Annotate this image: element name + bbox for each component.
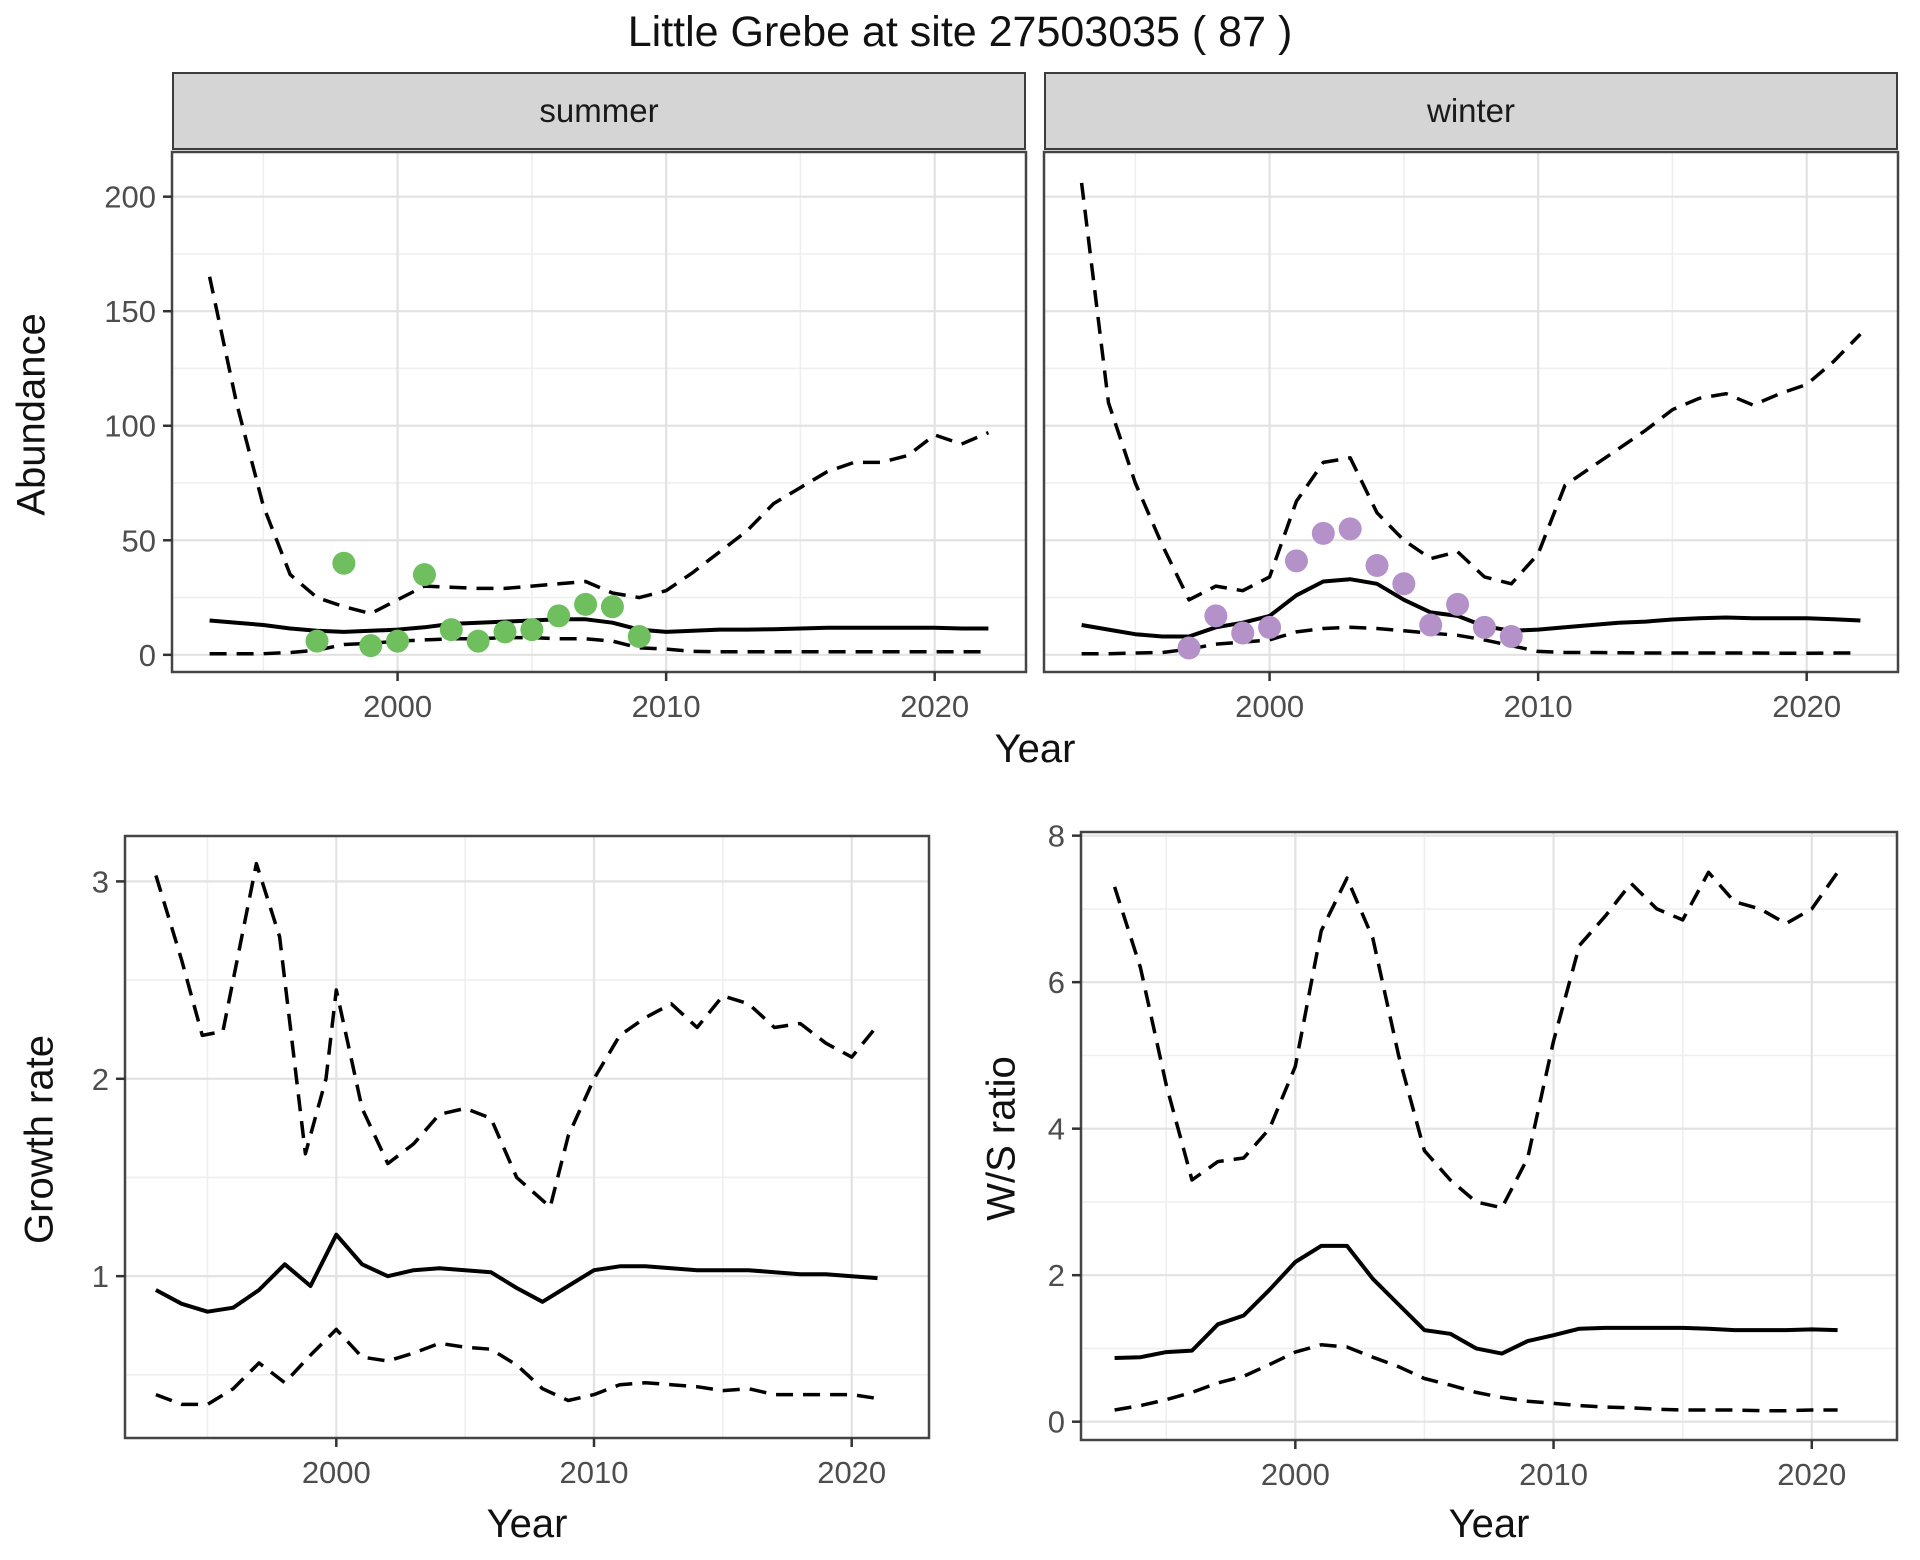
- svg-text:2: 2: [92, 1062, 109, 1097]
- growth-year-axis-label: Year: [486, 1502, 568, 1546]
- svg-text:8: 8: [1048, 819, 1065, 854]
- svg-text:2020: 2020: [1777, 1457, 1846, 1492]
- svg-text:2020: 2020: [900, 689, 969, 724]
- facet-strip-summer: summer: [172, 72, 1026, 150]
- svg-text:1: 1: [92, 1259, 109, 1294]
- svg-text:2000: 2000: [1261, 1457, 1330, 1492]
- svg-text:0: 0: [1048, 1405, 1065, 1440]
- facet-label-summer: summer: [539, 92, 659, 129]
- ws-year-axis-label: Year: [1448, 1502, 1530, 1546]
- svg-text:2020: 2020: [817, 1455, 886, 1490]
- svg-text:0: 0: [139, 638, 156, 673]
- svg-text:2010: 2010: [1504, 689, 1573, 724]
- svg-text:3: 3: [92, 864, 109, 899]
- svg-text:2000: 2000: [1235, 689, 1304, 724]
- svg-text:2010: 2010: [1519, 1457, 1588, 1492]
- svg-text:2: 2: [1048, 1258, 1065, 1293]
- facet-strip-winter: winter: [1044, 72, 1898, 150]
- ws-ratio-axis-label: W/S ratio: [979, 1056, 1024, 1221]
- svg-text:200: 200: [104, 180, 156, 215]
- svg-text:2010: 2010: [632, 689, 701, 724]
- svg-text:100: 100: [104, 409, 156, 444]
- growth-rate-axis-label: Growth rate: [17, 1035, 62, 1244]
- top-year-axis-label: Year: [994, 727, 1076, 771]
- svg-text:2000: 2000: [363, 689, 432, 724]
- svg-text:2020: 2020: [1772, 689, 1841, 724]
- facet-label-winter: winter: [1426, 92, 1516, 129]
- svg-text:50: 50: [122, 523, 156, 558]
- page-title: Little Grebe at site 27503035 ( 87 ): [627, 8, 1293, 56]
- svg-text:4: 4: [1048, 1112, 1065, 1147]
- svg-text:2010: 2010: [560, 1455, 629, 1490]
- abundance-axis-label: Abundance: [9, 313, 54, 516]
- svg-text:2000: 2000: [302, 1455, 371, 1490]
- svg-text:6: 6: [1048, 965, 1065, 1000]
- svg-text:150: 150: [104, 294, 156, 329]
